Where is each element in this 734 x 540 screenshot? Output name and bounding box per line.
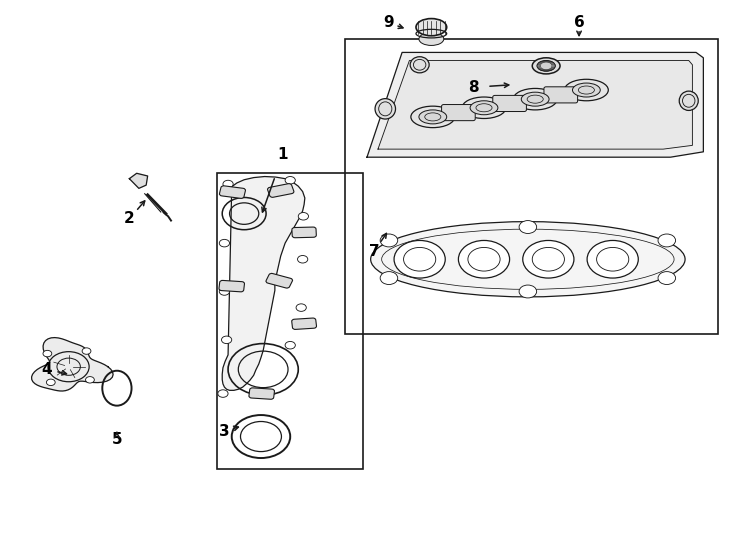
Ellipse shape [375,99,396,119]
Ellipse shape [513,89,557,110]
Ellipse shape [371,221,685,297]
Circle shape [218,390,228,397]
Text: 3: 3 [219,424,230,438]
Circle shape [380,234,398,247]
Circle shape [43,350,52,357]
Circle shape [219,288,230,295]
Text: 7: 7 [369,244,379,259]
Text: 4: 4 [41,362,52,377]
Circle shape [86,376,95,383]
Circle shape [394,240,446,278]
FancyBboxPatch shape [292,227,316,238]
Circle shape [459,240,509,278]
Text: 5: 5 [112,431,123,447]
Polygon shape [222,177,305,390]
Polygon shape [367,52,703,157]
Ellipse shape [679,91,698,111]
Circle shape [519,285,537,298]
FancyBboxPatch shape [442,105,475,120]
Circle shape [296,304,306,312]
Text: 9: 9 [384,15,394,30]
Circle shape [82,348,91,354]
Ellipse shape [419,110,447,124]
FancyBboxPatch shape [249,388,275,399]
Circle shape [222,336,232,343]
Text: 1: 1 [277,147,288,162]
Circle shape [219,239,230,247]
Bar [345,39,718,334]
Text: 8: 8 [468,80,479,95]
Circle shape [523,240,574,278]
Text: 6: 6 [574,15,584,30]
Ellipse shape [416,18,447,36]
Bar [217,173,363,469]
FancyBboxPatch shape [291,318,316,329]
Ellipse shape [532,58,560,74]
FancyBboxPatch shape [493,96,526,112]
Circle shape [297,255,308,263]
FancyBboxPatch shape [219,186,245,198]
Ellipse shape [573,83,600,97]
FancyBboxPatch shape [219,280,244,292]
Polygon shape [378,60,692,149]
FancyBboxPatch shape [266,273,293,288]
Circle shape [658,234,675,247]
Ellipse shape [462,97,506,118]
Circle shape [285,341,295,349]
Ellipse shape [537,60,556,71]
Circle shape [587,240,639,278]
FancyBboxPatch shape [544,87,578,103]
Circle shape [285,177,295,184]
Circle shape [519,220,537,233]
Ellipse shape [411,106,455,127]
Circle shape [658,272,675,285]
Polygon shape [32,338,113,391]
Ellipse shape [564,79,608,101]
Ellipse shape [470,101,498,114]
FancyBboxPatch shape [267,184,294,197]
Circle shape [223,180,233,188]
Ellipse shape [521,92,549,106]
Ellipse shape [419,32,444,45]
Polygon shape [129,173,148,188]
Circle shape [380,272,398,285]
Circle shape [298,213,308,220]
Ellipse shape [410,57,429,73]
Circle shape [46,379,55,386]
Text: 2: 2 [124,212,135,226]
